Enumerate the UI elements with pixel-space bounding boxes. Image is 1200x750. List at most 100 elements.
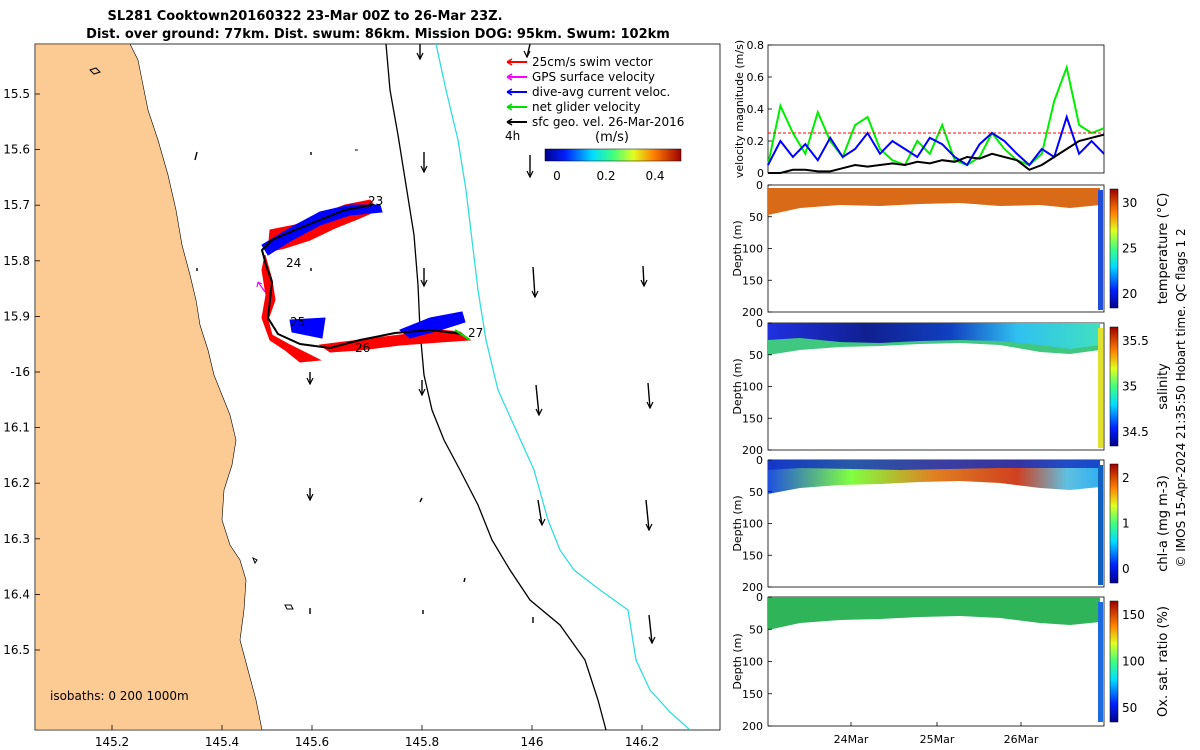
interval-label: 4h (505, 129, 520, 143)
velocity-series (767, 63, 1105, 174)
depth-tick-label: 150 (742, 274, 763, 287)
legend-label: dive-avg current veloc. (532, 85, 670, 99)
coastline-land (35, 44, 263, 730)
velocity-vector-head (523, 50, 531, 59)
day-label: 23 (368, 194, 383, 208)
temperature-edge (1098, 190, 1103, 310)
depth-tick-label: 200 (742, 306, 763, 319)
legend-swatch-head (506, 103, 513, 111)
depth-axis-label: Depth (m) (731, 220, 744, 276)
velocity-vector-head (646, 401, 654, 410)
velocity-vector (194, 151, 198, 161)
colorbar-tick-label: 0 (1122, 562, 1130, 576)
colorbar-tick-label: 34.5 (1122, 425, 1149, 439)
velocity-vector-head (416, 52, 424, 61)
depth-axis-label: Depth (m) (731, 495, 744, 551)
colorbar-tick-label: 150 (1122, 608, 1145, 622)
credit-text: © IMOS 15-Apr-2024 21:35:50 Hobart time.… (1174, 228, 1188, 567)
map-y-ticks: 15.5 15.6 15.7 15.8 15.9 -16 16.1 16.2 16.3 16.4 1… (3, 87, 40, 657)
velocity-vector-head (526, 170, 534, 179)
colorbar-tick-label: 0.4 (645, 169, 664, 183)
colorbar-tick-label: 0 (553, 169, 561, 183)
legend-swatch-head (506, 118, 513, 126)
temperature-section (768, 188, 1100, 215)
islands (89, 67, 358, 610)
velocity-vector-head (418, 388, 426, 397)
velocity-y-ticks: 0 0.2 0.4 0.6 0.8 (747, 39, 772, 180)
section-variable-label: salinity (1156, 363, 1171, 410)
velocity-ylabel: velocity magnitude (m/s) (733, 40, 746, 178)
velocity-y-tick-label: 0.8 (747, 39, 765, 52)
glider-path (260, 204, 463, 350)
depth-tick-label: 100 (742, 243, 763, 256)
salinity-lower-layer (768, 338, 1100, 355)
velocity-vector-head (535, 408, 543, 417)
section-x-ticks: 24Mar 25Mar 26Mar (834, 722, 1039, 746)
section-axes: 0 50 100 150 200 Depth (m) 0 50 100 150 200 Depth (… (731, 179, 772, 733)
day-label: 26 (355, 341, 370, 355)
map-x-tick-label: 146 (521, 735, 544, 749)
salinity-edge (1098, 328, 1103, 448)
velocity-vector-head (531, 290, 539, 299)
isobaths-label: isobaths: 0 200 1000m (50, 689, 189, 703)
depth-axis-label: Depth (m) (731, 633, 744, 689)
legend-label: 25cm/s swim vector (532, 55, 653, 69)
colorbar-tick-label: 20 (1122, 287, 1137, 301)
map-y-tick-label: 15.8 (3, 254, 30, 268)
depth-tick-label: 150 (742, 549, 763, 562)
section-colorbar (1109, 463, 1119, 584)
depth-tick-label: 0 (756, 591, 763, 604)
day-label: 25 (290, 315, 305, 329)
velocity-vector (537, 499, 543, 526)
section-x-tick-label: 25Mar (920, 733, 955, 746)
isobath-200m (385, 44, 607, 730)
velocity-vector-head (648, 636, 656, 645)
map-y-tick-label: 16.3 (3, 532, 30, 546)
velocity-vector (535, 384, 540, 416)
map-x-tick-label: 145.2 (95, 735, 129, 749)
velocity-y-tick-label: 0.2 (747, 135, 765, 148)
temperature-panel (767, 184, 1105, 313)
colorbar-tick-label: 50 (1122, 701, 1137, 715)
title-line2: Dist. over ground: 77km. Dist. swum: 86k… (86, 27, 670, 42)
section-colorbar (1109, 188, 1119, 309)
velocity-vector (532, 266, 536, 298)
map-x-tick-label: 145.6 (295, 735, 329, 749)
colorbar-tick-label: 30 (1122, 196, 1137, 210)
depth-tick-label: 0 (756, 454, 763, 467)
depth-tick-label: 100 (742, 656, 763, 669)
title-line1: SL281 Cooktown20160322 23-Mar 00Z to 26-… (107, 9, 502, 24)
velocity-vector-head (640, 279, 648, 288)
velocity-vector-head (538, 518, 546, 527)
surface-velocity-vectors (194, 44, 656, 645)
map-x-tick-label: 145.8 (405, 735, 439, 749)
depth-tick-label: 200 (742, 581, 763, 594)
map-y-tick-label: 16.1 (3, 421, 30, 435)
map-y-tick-label: 15.5 (3, 87, 30, 101)
chla-edge (1098, 465, 1103, 585)
map-y-tick-label: 15.7 (3, 198, 30, 212)
colorbar-tick-label: 0.2 (596, 169, 615, 183)
map-x-ticks: 145.2 145.4 145.6 145.8 146 146.2 (95, 725, 659, 749)
depth-tick-label: 100 (742, 381, 763, 394)
day-label: 24 (286, 256, 301, 270)
speed-colorbar (544, 148, 682, 162)
section-x-tick-label: 24Mar (834, 733, 869, 746)
velocity-series-line (767, 113, 1105, 167)
gps-velocity-magenta (256, 281, 266, 293)
depth-axis-label: Depth (m) (731, 358, 744, 414)
velocity-panel: 0 0.2 0.4 0.6 0.8 velocity magnitude (m/s) (733, 39, 1105, 180)
isobath-1000m (435, 44, 691, 730)
section-variable-label: temperature (°C) (1156, 193, 1171, 305)
chla-panel (767, 459, 1105, 588)
velocity-vector-head (306, 493, 314, 502)
oxygen-section (768, 597, 1100, 630)
section-colorbar (1109, 600, 1119, 723)
velocity-vector (647, 382, 651, 409)
colorbar-tick-label: 100 (1122, 655, 1145, 669)
depth-tick-label: 50 (749, 623, 763, 636)
depth-tick-label: 150 (742, 412, 763, 425)
depth-tick-label: 50 (749, 211, 763, 224)
